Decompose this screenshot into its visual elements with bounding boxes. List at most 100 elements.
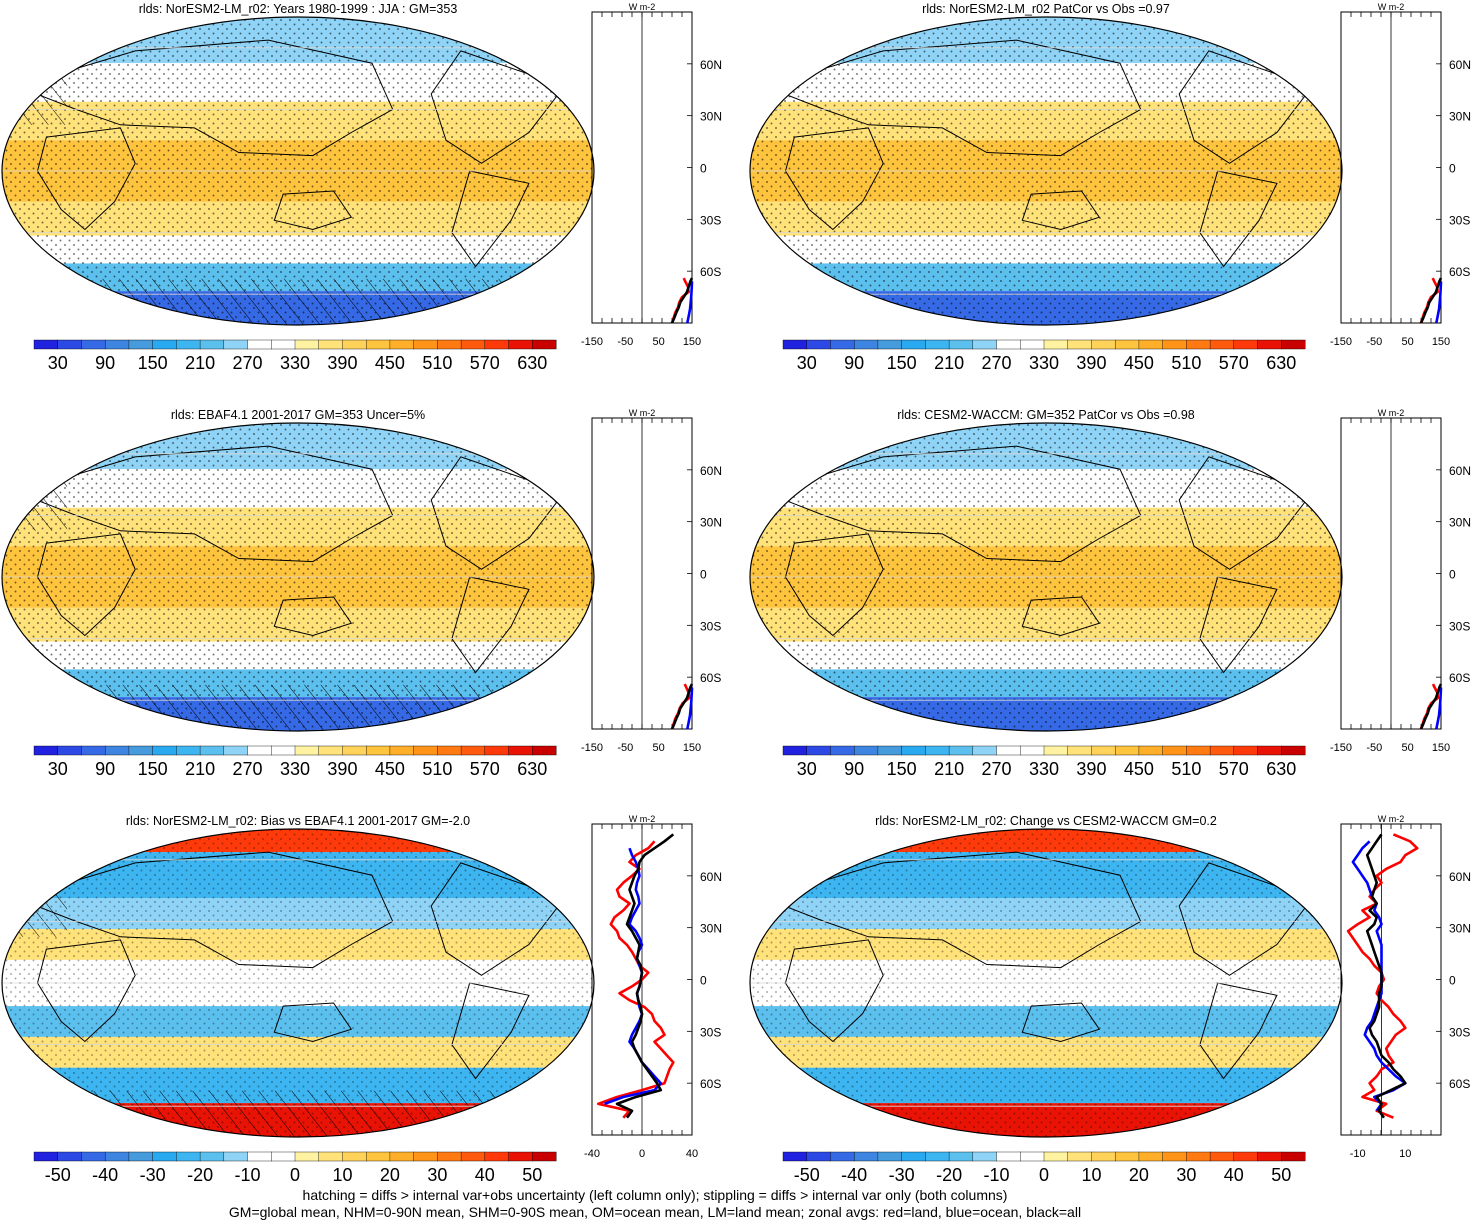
zonal-lat-label: 60N	[1449, 58, 1471, 72]
colorbar-cell	[1020, 745, 1045, 756]
colorbar-label: 40	[1224, 1165, 1244, 1185]
colorbar-label: 510	[422, 759, 452, 779]
colorbar-label: -50	[45, 1165, 71, 1185]
zonal-x-label: -150	[1330, 742, 1352, 754]
coastline	[1199, 170, 1278, 268]
colorbar-cell	[460, 339, 486, 350]
zonal-x-label: 10	[1399, 1148, 1411, 1160]
zonal-x-label: -50	[1366, 742, 1382, 754]
colorbar-label: 50	[1271, 1165, 1291, 1185]
hatching	[2, 684, 594, 731]
colorbar-cell	[318, 1151, 343, 1162]
zonal-lat-label: 60S	[1449, 265, 1470, 279]
zonal-x-label: -150	[1330, 336, 1352, 348]
colorbar-label: 510	[1171, 353, 1201, 373]
colorbar-label: 90	[844, 353, 864, 373]
colorbar-label: 150	[887, 353, 917, 373]
colorbar-label: 90	[95, 353, 115, 373]
colorbar-cell	[1233, 339, 1259, 350]
colorbar-cell	[1067, 745, 1092, 756]
colorbar-cell	[996, 1151, 1021, 1162]
colorbar-cell	[1043, 1151, 1069, 1162]
coastline	[1021, 190, 1101, 231]
hatching	[2, 1090, 594, 1137]
zonal-unit: W m-2	[629, 2, 656, 12]
colorbar-cell	[223, 339, 249, 350]
zonal-unit: W m-2	[629, 814, 656, 824]
zonal-unit: W m-2	[1378, 408, 1405, 418]
zonal-lat-label: 30S	[700, 213, 721, 227]
colorbar-cell	[508, 339, 533, 350]
colorbar-cell	[1186, 339, 1211, 350]
colorbar-cell	[1138, 339, 1164, 350]
colorbar-label: 270	[982, 759, 1012, 779]
coastline	[36, 533, 136, 637]
zonal-lat-label: 60S	[1449, 1077, 1470, 1091]
colorbar-cell	[532, 339, 557, 350]
colorbar-label: 330	[1029, 353, 1059, 373]
colorbar-cell	[318, 745, 343, 756]
colorbar-cell	[1162, 745, 1187, 756]
colorbar-cell	[508, 1151, 533, 1162]
coastline	[36, 939, 136, 1043]
colorbar-label: 90	[844, 759, 864, 779]
map-body	[750, 829, 1342, 1137]
colorbar-label: 270	[982, 353, 1012, 373]
colorbar-cell	[1043, 745, 1069, 756]
colorbar-cell	[1233, 1151, 1259, 1162]
colorbar-label: 390	[327, 353, 357, 373]
colorbar-cell	[57, 1151, 82, 1162]
colorbar-label: 0	[290, 1165, 300, 1185]
colorbar-cell	[199, 339, 225, 350]
zonal-lat-label: 30N	[700, 922, 722, 936]
colorbar-cell	[33, 339, 59, 350]
colorbar-label: 510	[1171, 759, 1201, 779]
colorbar-cell	[901, 745, 926, 756]
colorbar-label: 270	[233, 759, 263, 779]
colorbar-label: 20	[1129, 1165, 1149, 1185]
colorbar-cell	[199, 1151, 225, 1162]
coastline	[1021, 1002, 1101, 1043]
colorbar-cell	[901, 339, 926, 350]
colorbar-cell	[1209, 745, 1235, 756]
map-body	[750, 423, 1342, 731]
map-outline	[1, 828, 595, 1138]
zonal-series-ocean	[1435, 687, 1443, 730]
zonal-lat-label: 30N	[700, 110, 722, 124]
colorbar-label: -10	[984, 1165, 1010, 1185]
colorbar-label: 450	[375, 353, 405, 373]
coastline	[1021, 596, 1101, 637]
zonal-x-label: 0	[639, 1148, 645, 1160]
colorbar-cell	[1067, 339, 1092, 350]
panel-title: rlds: EBAF4.1 2001-2017 GM=353 Uncer=5%	[171, 408, 425, 422]
footer-line-1: hatching = diffs > internal var+obs unce…	[302, 1187, 1008, 1203]
colorbar-cell	[782, 1151, 808, 1162]
colorbar-cell	[437, 1151, 462, 1162]
colorbar-label: 630	[1266, 353, 1296, 373]
zonal-x-label: 150	[683, 742, 701, 754]
colorbar-cell	[484, 745, 510, 756]
zonal-x-label: -50	[1366, 336, 1382, 348]
colorbar-cell	[81, 745, 106, 756]
colorbar-label: 330	[1029, 759, 1059, 779]
zonal-lat-label: 60S	[700, 1077, 721, 1091]
colorbar-cell	[389, 1151, 415, 1162]
colorbar-cell	[1257, 339, 1282, 350]
coastline	[763, 445, 1142, 563]
colorbar-label: 570	[1219, 353, 1249, 373]
panel-1: rlds: NorESM2-LM_r02: Years 1980-1999 : …	[1, 2, 722, 373]
zonal-x-label: -10	[1350, 1148, 1366, 1160]
colorbar-label: 30	[427, 1165, 447, 1185]
colorbar-cell	[1043, 339, 1069, 350]
colorbar-cell	[57, 339, 82, 350]
zonal-lat-label: 0	[1449, 568, 1456, 582]
coastline	[451, 982, 530, 1080]
colorbar-cell	[342, 339, 367, 350]
colorbar-cell	[199, 745, 225, 756]
colorbar-cell	[1114, 339, 1140, 350]
coastline	[36, 127, 136, 231]
coastline	[763, 851, 1142, 969]
colorbar-label: 570	[470, 353, 500, 373]
colorbar-cell	[830, 1151, 855, 1162]
colorbar-cell	[925, 339, 950, 350]
